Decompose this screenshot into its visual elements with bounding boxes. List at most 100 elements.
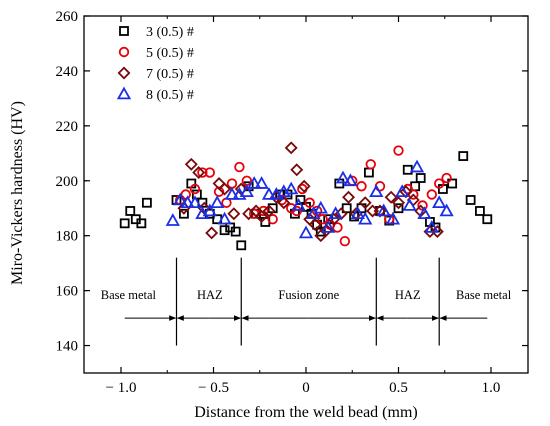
data-point	[369, 184, 384, 198]
data-point	[202, 203, 217, 217]
data-point	[402, 198, 417, 211]
data-point	[189, 183, 201, 195]
data-point	[393, 145, 404, 156]
zone-label: HAZ	[395, 288, 421, 302]
x-tick-label: 0	[302, 380, 310, 396]
zone-label: Base metal	[456, 288, 512, 302]
y-tick-label: 220	[56, 119, 79, 135]
y-tick-label: 140	[56, 339, 79, 355]
data-point	[482, 214, 493, 225]
data-point	[458, 151, 469, 161]
data-point	[125, 206, 136, 216]
data-point	[241, 175, 253, 186]
data-point	[286, 203, 297, 214]
data-point	[277, 196, 291, 210]
zone-label: Fusion zone	[278, 288, 339, 302]
legend-marker	[118, 46, 130, 58]
data-point	[343, 173, 358, 187]
data-point	[474, 206, 485, 216]
legend-marker	[117, 66, 131, 80]
data-point	[184, 157, 198, 171]
x-tick-label: − 1.0	[106, 380, 137, 396]
data-point	[317, 214, 328, 225]
y-tick-label: 160	[56, 284, 79, 300]
data-point	[136, 218, 147, 229]
data-point	[178, 208, 189, 219]
data-point	[363, 167, 374, 178]
data-point	[358, 196, 372, 210]
data-point	[393, 203, 404, 214]
data-point	[267, 214, 278, 225]
data-point	[247, 176, 262, 189]
data-point	[197, 167, 208, 178]
data-point	[332, 222, 343, 233]
data-point	[226, 178, 238, 189]
data-point	[341, 203, 352, 214]
data-point	[350, 206, 365, 220]
zone-label: Base metal	[101, 288, 157, 302]
data-point	[165, 213, 180, 226]
y-tick-label: 180	[56, 229, 79, 245]
data-point	[218, 182, 232, 196]
data-point	[284, 181, 299, 195]
y-tick-label: 200	[56, 174, 79, 190]
legend: 3 (0.5) # 5 (0.5) # 7 (0.5) # 8 (0.5) #	[116, 25, 194, 103]
data-point	[335, 170, 351, 184]
data-point	[365, 159, 376, 170]
series-triangle	[165, 159, 454, 239]
data-point	[219, 225, 230, 236]
data-point	[224, 187, 240, 200]
data-point	[415, 173, 426, 183]
data-point	[409, 159, 425, 173]
data-point	[441, 172, 452, 184]
data-point	[313, 200, 328, 214]
legend-marker	[119, 26, 129, 36]
data-point	[205, 226, 219, 240]
data-point	[187, 195, 203, 209]
legend-label: 5 (0.5) #	[146, 46, 194, 61]
axes: 140 160 180 200 220 240 260 − 1.0 − 0.5 0 0.5 1.0	[56, 9, 528, 396]
x-axis-title: Distance from the weld bead (mm)	[194, 404, 417, 421]
data-point	[291, 198, 306, 211]
data-point	[191, 189, 202, 200]
data-point	[236, 240, 247, 251]
data-point	[227, 207, 241, 221]
data-point	[342, 190, 356, 204]
data-point	[234, 161, 245, 173]
data-point	[321, 220, 336, 233]
data-point	[290, 163, 304, 177]
data-point	[426, 189, 438, 200]
data-point	[180, 195, 195, 209]
data-point	[376, 203, 391, 217]
legend-label: 3 (0.5) #	[146, 25, 194, 40]
data-point	[119, 218, 130, 229]
data-point	[424, 220, 439, 233]
data-point	[297, 179, 311, 193]
data-point	[234, 182, 248, 196]
data-point	[217, 211, 232, 225]
data-point	[173, 192, 188, 206]
data-point	[262, 204, 276, 218]
data-point	[384, 190, 398, 204]
data-point	[210, 195, 225, 209]
data-point	[417, 206, 432, 220]
x-tick-label: 0.5	[389, 380, 408, 396]
data-point	[308, 218, 322, 232]
legend-label: 7 (0.5) #	[146, 67, 194, 82]
data-point	[258, 205, 269, 217]
data-point	[192, 166, 206, 180]
data-point	[239, 184, 254, 198]
data-point	[447, 178, 458, 189]
y-tick-label: 260	[56, 9, 79, 25]
series-diamond	[177, 141, 444, 243]
data-point	[298, 225, 314, 239]
data-point	[319, 223, 333, 237]
data-point	[465, 195, 476, 205]
data-point	[284, 141, 298, 155]
data-point	[141, 197, 152, 208]
data-point	[395, 184, 410, 198]
data-point	[402, 164, 413, 175]
zone-annotations: Base metal HAZ Fusion zone HAZ Base metal	[101, 257, 512, 346]
y-tick-label: 240	[56, 64, 79, 80]
